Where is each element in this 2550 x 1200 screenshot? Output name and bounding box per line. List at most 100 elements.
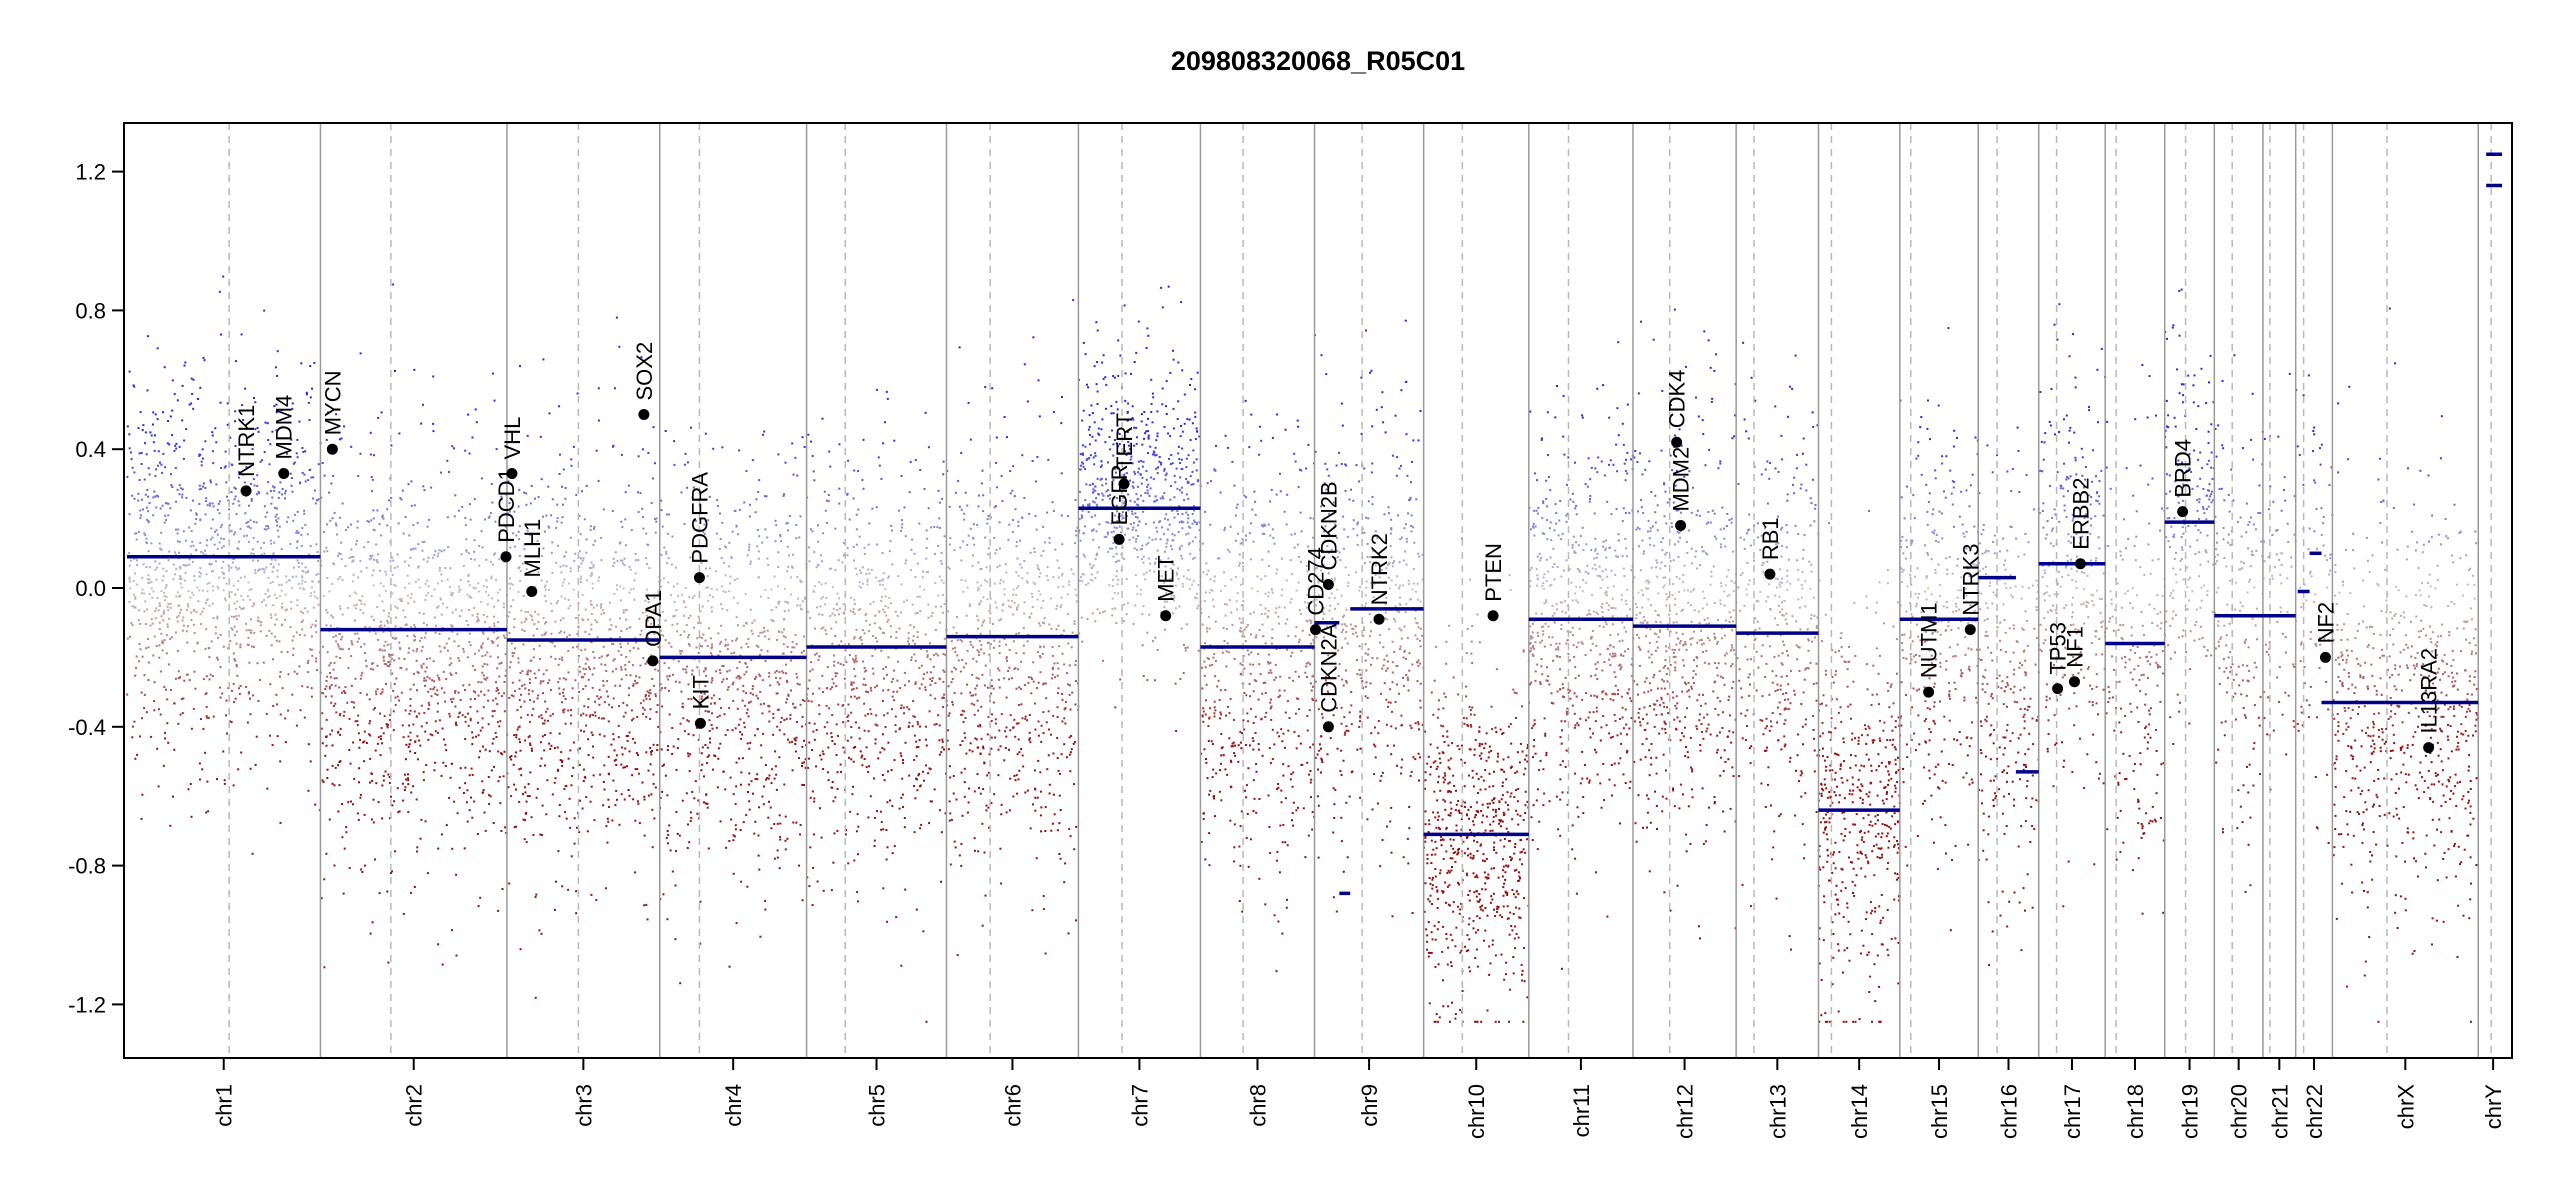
- probe-point: [603, 735, 606, 738]
- probe-point: [531, 690, 534, 693]
- probe-point: [940, 579, 943, 582]
- probe-point: [648, 567, 651, 570]
- probe-point: [918, 739, 921, 742]
- probe-point: [914, 681, 917, 684]
- probe-point: [1015, 774, 1018, 777]
- probe-point: [681, 702, 684, 705]
- probe-point: [879, 627, 882, 630]
- probe-point: [865, 746, 868, 749]
- probe-point: [645, 697, 648, 700]
- probe-point: [986, 522, 989, 525]
- probe-point: [729, 582, 731, 585]
- probe-point: [628, 660, 631, 663]
- probe-point: [967, 401, 970, 404]
- probe-point: [634, 552, 637, 555]
- probe-point: [404, 616, 407, 619]
- probe-point: [197, 397, 200, 400]
- probe-point: [1030, 676, 1033, 679]
- probe-point: [174, 444, 177, 447]
- probe-point: [937, 489, 940, 492]
- probe-point: [660, 585, 663, 588]
- probe-point: [699, 610, 702, 613]
- probe-point: [810, 440, 813, 443]
- probe-point: [222, 561, 225, 563]
- probe-point: [564, 811, 566, 814]
- probe-point: [652, 684, 655, 687]
- probe-point: [445, 678, 448, 681]
- probe-point: [687, 643, 690, 645]
- probe-point: [870, 712, 873, 715]
- probe-point: [356, 640, 359, 643]
- probe-point: [806, 610, 809, 613]
- probe-point: [543, 722, 546, 725]
- probe-point: [779, 677, 782, 680]
- probe-point: [887, 770, 889, 773]
- probe-point: [317, 463, 320, 466]
- probe-point: [659, 689, 662, 692]
- probe-point: [148, 581, 151, 584]
- probe-point: [953, 840, 956, 843]
- probe-point: [337, 645, 340, 648]
- probe-point: [1071, 631, 1074, 634]
- probe-point: [290, 607, 293, 610]
- probe-point: [381, 514, 384, 517]
- probe-point: [1048, 623, 1051, 626]
- probe-point: [333, 661, 336, 664]
- probe-point: [420, 818, 423, 821]
- probe-point: [181, 629, 184, 632]
- probe-point: [530, 484, 533, 487]
- probe-point: [932, 665, 935, 668]
- probe-point: [755, 675, 758, 678]
- probe-point: [577, 626, 580, 629]
- probe-point: [606, 680, 609, 683]
- probe-point: [300, 582, 303, 585]
- probe-point: [680, 593, 683, 596]
- probe-point: [864, 684, 867, 686]
- probe-point: [986, 686, 989, 689]
- probe-point: [786, 529, 789, 532]
- probe-point: [1021, 454, 1024, 457]
- probe-point: [407, 651, 410, 654]
- probe-point: [274, 613, 277, 616]
- probe-point: [163, 685, 166, 688]
- probe-point: [275, 513, 278, 516]
- probe-point: [724, 591, 727, 594]
- probe-point: [1074, 703, 1077, 706]
- probe-point: [203, 359, 206, 362]
- probe-point: [736, 602, 739, 605]
- probe-point: [558, 815, 561, 818]
- probe-point: [152, 411, 155, 414]
- probe-point: [986, 733, 989, 736]
- probe-point: [776, 822, 779, 825]
- probe-point: [997, 667, 1000, 670]
- probe-point: [591, 673, 594, 676]
- probe-point: [914, 683, 917, 685]
- probe-point: [800, 608, 803, 611]
- probe-point: [356, 520, 359, 523]
- probe-point: [740, 783, 742, 786]
- probe-point: [476, 620, 479, 623]
- probe-point: [488, 750, 491, 753]
- probe-point: [1000, 882, 1003, 885]
- probe-point: [650, 751, 652, 753]
- probe-point: [304, 566, 307, 569]
- probe-point: [793, 646, 796, 649]
- probe-point: [1046, 566, 1049, 569]
- probe-point: [761, 712, 764, 715]
- probe-point: [831, 714, 834, 716]
- probe-point: [869, 708, 872, 711]
- probe-point: [386, 619, 389, 622]
- probe-point: [310, 687, 313, 690]
- probe-point: [513, 626, 516, 629]
- probe-point: [337, 554, 339, 557]
- probe-point: [604, 663, 607, 666]
- probe-point: [929, 694, 932, 697]
- probe-point: [531, 714, 533, 717]
- probe-point: [238, 471, 241, 473]
- probe-point: [960, 508, 963, 511]
- probe-point: [271, 496, 274, 499]
- probe-point: [404, 709, 407, 712]
- probe-point: [138, 642, 141, 645]
- probe-point: [889, 799, 891, 802]
